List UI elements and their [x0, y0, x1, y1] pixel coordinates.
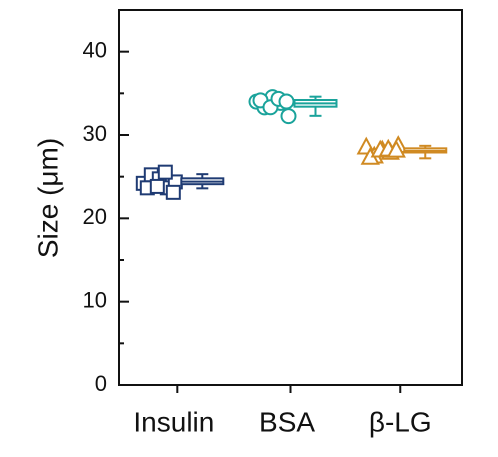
x-axis: Insulin BSA β-LG	[133, 385, 432, 437]
y-tick-label: 20	[83, 204, 107, 229]
data-point-square	[149, 178, 165, 194]
y-tick-label: 10	[83, 287, 107, 312]
series-group	[135, 164, 225, 200]
x-tick-label: β-LG	[369, 406, 432, 437]
series-group	[248, 89, 338, 125]
data-point-triangle	[386, 139, 406, 158]
series-group	[356, 135, 448, 165]
series-layer	[135, 89, 448, 200]
data-point-square	[157, 164, 173, 180]
x-tick-label: Insulin	[133, 406, 214, 437]
data-point-circle	[278, 93, 295, 110]
data-point-circle	[280, 108, 297, 125]
y-axis-label: Size (μm)	[32, 138, 63, 258]
y-axis: 0 10 20 30 40	[83, 37, 129, 396]
y-tick-label: 0	[95, 371, 107, 396]
y-tick-label: 30	[83, 121, 107, 146]
y-tick-label: 40	[83, 37, 107, 62]
data-point-square	[165, 184, 181, 200]
x-tick-label: BSA	[259, 406, 315, 437]
